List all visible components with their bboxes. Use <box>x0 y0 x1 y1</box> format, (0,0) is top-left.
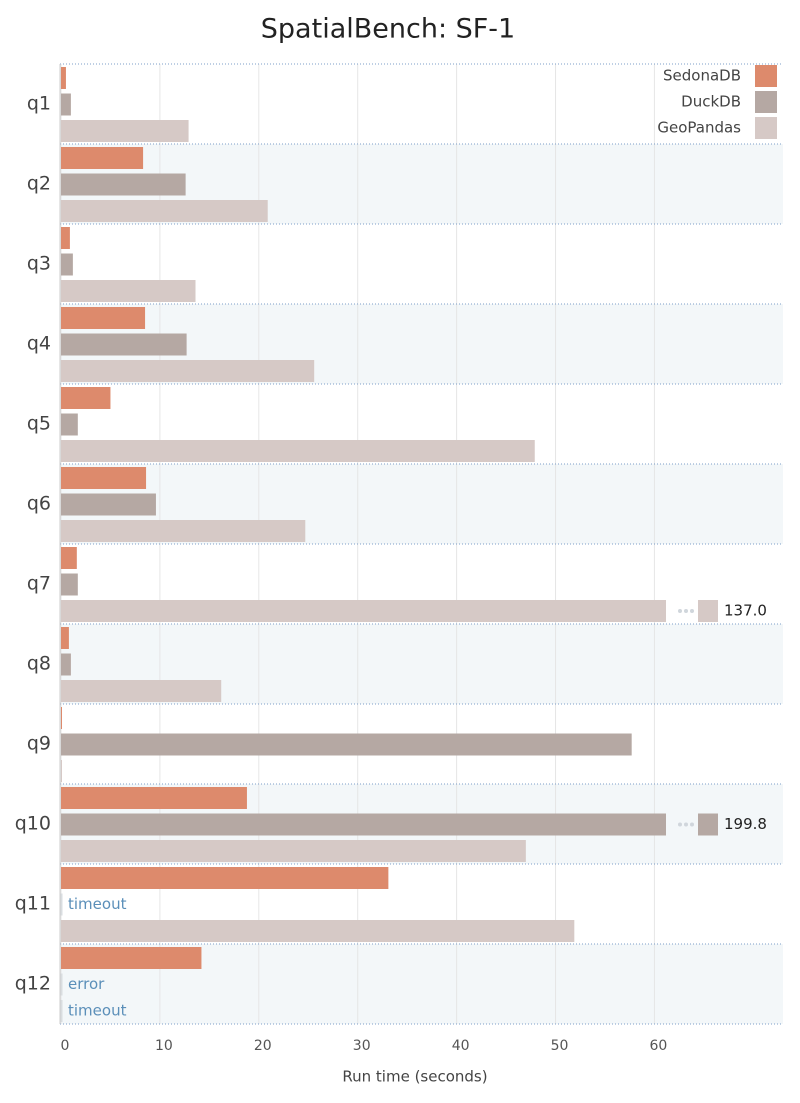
empty-marker <box>60 893 63 916</box>
bar <box>61 227 70 249</box>
bar <box>61 707 62 729</box>
bar <box>61 787 247 809</box>
y-tick-label: q5 <box>27 413 51 435</box>
break-dot <box>690 822 694 827</box>
bar <box>61 280 196 302</box>
bar <box>61 920 575 942</box>
y-tick-label: q1 <box>27 93 51 115</box>
y-tick-label: q3 <box>27 253 51 275</box>
legend-swatch <box>755 117 777 139</box>
bar <box>61 600 666 622</box>
value-label: 199.8 <box>724 815 767 833</box>
x-tick-label: 50 <box>551 1038 569 1054</box>
bar <box>61 520 306 542</box>
bar <box>61 627 69 649</box>
break-dot <box>684 822 688 827</box>
break-dot <box>684 609 688 613</box>
break-dot <box>678 822 682 827</box>
x-tick-label: 30 <box>353 1038 371 1054</box>
legend-label: GeoPandas <box>657 119 741 137</box>
bar <box>61 120 189 142</box>
bar <box>61 573 78 596</box>
y-tick-label: q9 <box>27 733 51 755</box>
y-tick-label: q6 <box>27 493 51 515</box>
annotation: timeout <box>68 1002 127 1020</box>
bar <box>61 93 71 116</box>
x-tick-label: 60 <box>650 1038 668 1054</box>
bar <box>61 307 146 329</box>
y-tick-label: q7 <box>27 573 51 595</box>
annotation: timeout <box>68 895 127 913</box>
bar <box>61 440 535 462</box>
legend-swatch <box>755 91 777 113</box>
empty-marker <box>60 973 63 996</box>
annotation: error <box>68 975 105 993</box>
y-tick-label: q12 <box>15 973 51 995</box>
x-tick-label: 20 <box>254 1038 272 1054</box>
x-tick-label: 40 <box>452 1038 470 1054</box>
bar <box>61 387 111 409</box>
bar <box>61 733 632 756</box>
value-label: 137.0 <box>724 602 767 620</box>
break-dot <box>690 609 694 613</box>
bar <box>61 333 187 356</box>
x-axis-title: Run time (seconds) <box>342 1068 487 1086</box>
legend-label: DuckDB <box>681 93 741 111</box>
chart-title: SpatialBench: SF-1 <box>261 14 515 45</box>
bar <box>61 760 62 782</box>
bar <box>61 253 73 276</box>
x-tick-label: 0 <box>61 1038 70 1054</box>
bar <box>61 947 202 969</box>
bar <box>61 653 71 676</box>
bar <box>61 200 268 222</box>
break-cap <box>698 600 718 622</box>
bar <box>61 173 186 196</box>
bar <box>61 547 77 569</box>
legend-swatch <box>755 65 777 87</box>
bar <box>61 147 144 169</box>
break-dot <box>678 609 682 613</box>
bar <box>61 680 222 702</box>
bar <box>61 413 78 436</box>
empty-marker <box>60 1000 63 1022</box>
break-cap <box>698 813 718 836</box>
bar <box>61 493 156 516</box>
bar <box>61 867 389 889</box>
y-tick-label: q4 <box>27 333 51 355</box>
y-tick-label: q2 <box>27 173 51 195</box>
y-tick-label: q10 <box>15 813 51 835</box>
bar <box>61 360 315 382</box>
legend-label: SedonaDB <box>663 67 741 85</box>
bar <box>61 67 66 89</box>
bar <box>61 813 666 836</box>
y-tick-label: q11 <box>15 893 51 915</box>
bar <box>61 467 147 489</box>
x-tick-label: 10 <box>155 1038 173 1054</box>
y-tick-label: q8 <box>27 653 51 675</box>
bar <box>61 840 526 862</box>
